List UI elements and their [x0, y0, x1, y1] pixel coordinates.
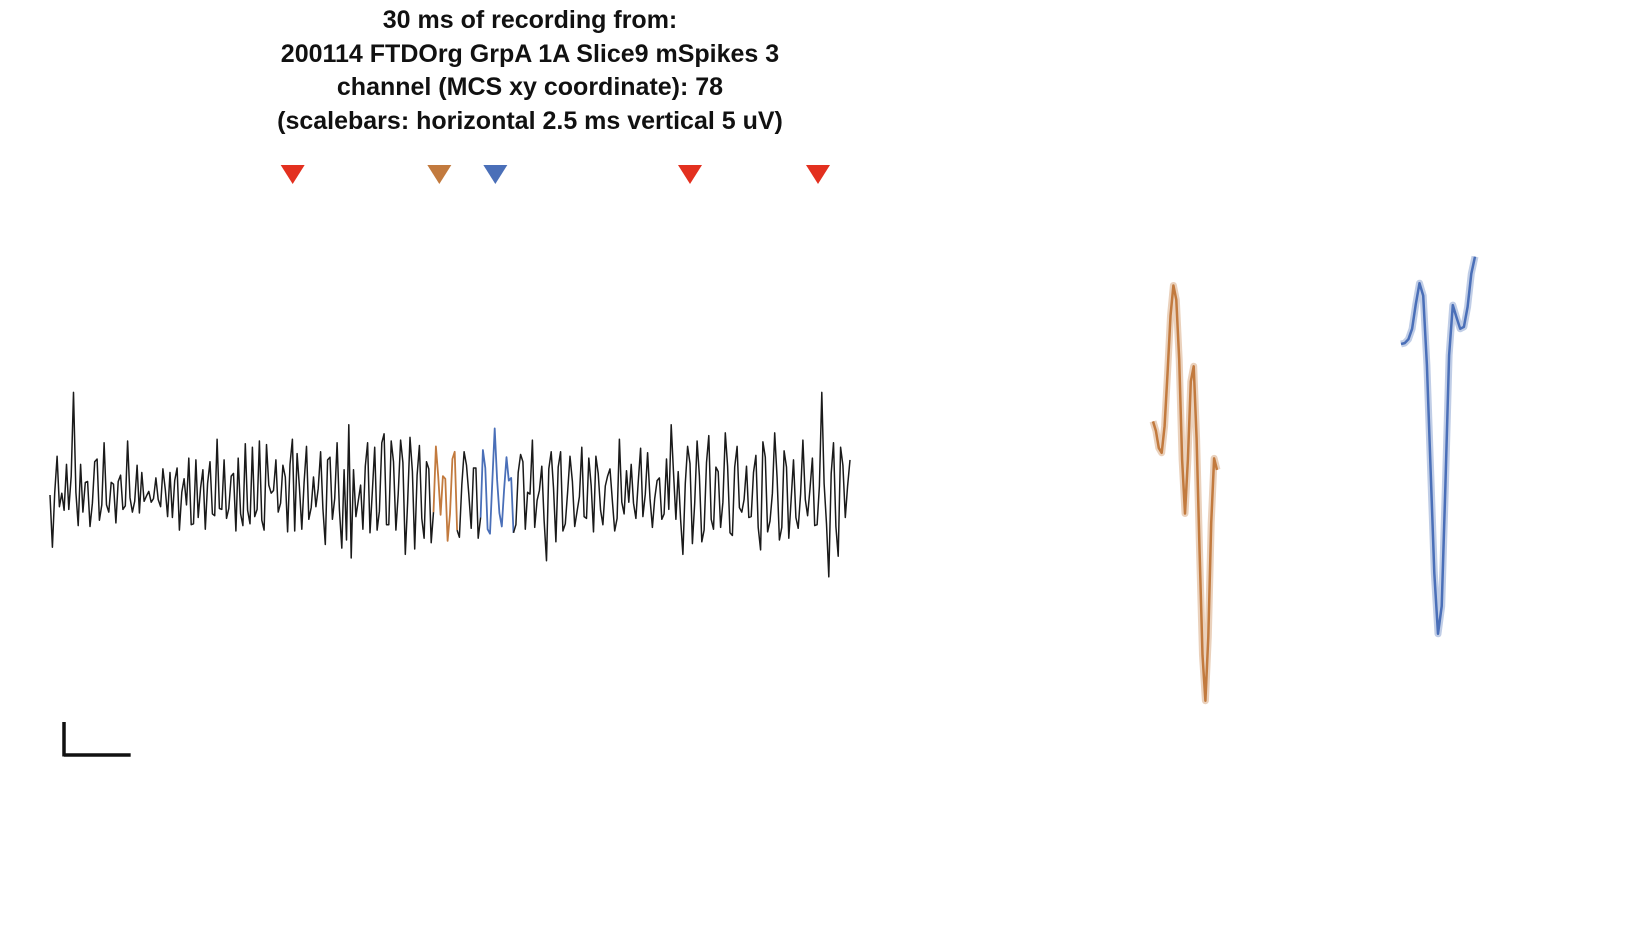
unit_1-waveform [1151, 284, 1219, 702]
unit_2-waveform [1400, 256, 1477, 636]
unit_2-trace-segment [479, 427, 515, 535]
spike-markers [280, 165, 830, 184]
trace-segment [49, 391, 435, 559]
unit_2-waveform-band [1400, 255, 1479, 638]
recording-trace [49, 391, 851, 578]
title-line: 200114 FTDOrg GrpA 1A Slice9 mSpikes 3 [280, 39, 780, 68]
scalebar [62, 722, 131, 757]
spike-marker [678, 165, 702, 184]
unit_1-trace-segment [432, 445, 458, 542]
spike-marker [806, 165, 830, 184]
title-line: 30 ms of recording from: [382, 6, 678, 34]
unit-waveforms [1149, 255, 1479, 705]
trace-segment [512, 391, 851, 578]
title-line: (scalebars: horizontal 2.5 ms vertical 5… [277, 106, 783, 135]
title-line: channel (MCS xy coordinate): 78 [336, 73, 724, 101]
trace-segment [456, 451, 482, 539]
unit_2-spike-marker [483, 165, 508, 184]
spike-marker [280, 165, 305, 184]
unit_1-spike-marker [427, 165, 452, 184]
chart-title: 30 ms of recording from: 200114 FTDOrg G… [180, 4, 880, 138]
